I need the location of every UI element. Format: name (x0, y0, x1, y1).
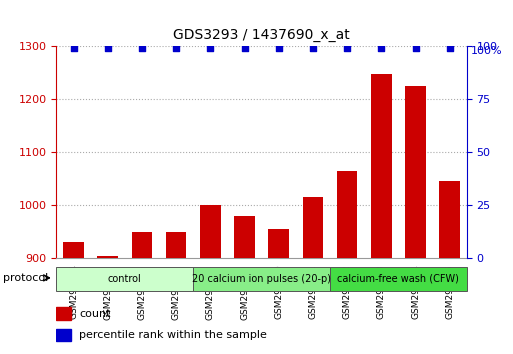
Point (172, 45, 180, 51)
Text: calcium-free wash (CFW): calcium-free wash (CFW) (338, 274, 459, 284)
Bar (200, 205, 221, 258)
Point (138, 45, 146, 51)
FancyBboxPatch shape (330, 267, 467, 291)
FancyBboxPatch shape (193, 267, 330, 291)
Point (104, 45, 112, 51)
Bar (56, 307, 71, 320)
Text: 20 calcium ion pulses (20-p): 20 calcium ion pulses (20-p) (192, 274, 331, 284)
Point (309, 45, 317, 51)
Bar (132, 232, 152, 258)
Bar (166, 232, 186, 258)
Bar (63, 242, 84, 258)
Bar (405, 86, 426, 258)
Point (343, 45, 351, 51)
Bar (56, 329, 71, 341)
Bar (337, 171, 358, 258)
Title: GDS3293 / 1437690_x_at: GDS3293 / 1437690_x_at (173, 28, 350, 42)
Point (241, 45, 249, 51)
Point (274, 45, 283, 51)
Text: protocol: protocol (3, 273, 48, 283)
Point (69, 45, 77, 51)
Text: count: count (79, 309, 110, 319)
Text: control: control (108, 274, 142, 284)
Bar (234, 216, 255, 258)
Bar (303, 198, 323, 258)
Bar (440, 181, 460, 258)
Bar (97, 256, 118, 258)
Bar (371, 74, 391, 258)
Text: 100%: 100% (471, 46, 503, 56)
Text: percentile rank within the sample: percentile rank within the sample (79, 330, 267, 340)
FancyBboxPatch shape (56, 267, 193, 291)
Bar (268, 229, 289, 258)
Point (206, 45, 214, 51)
Point (446, 45, 454, 51)
Point (377, 45, 385, 51)
Point (411, 45, 420, 51)
